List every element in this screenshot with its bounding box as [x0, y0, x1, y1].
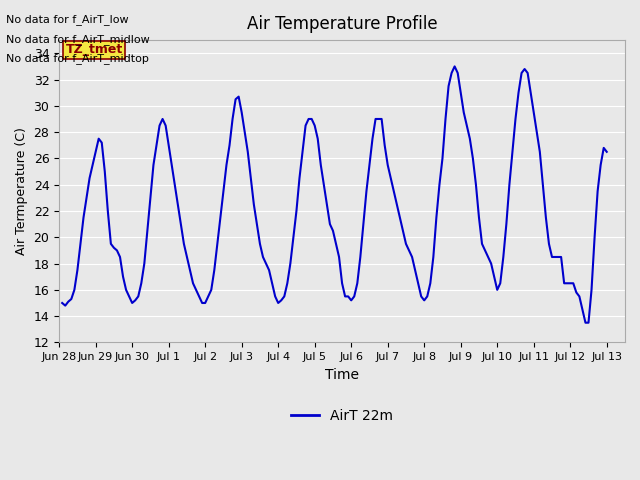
Text: No data for f_AirT_midlow: No data for f_AirT_midlow [6, 34, 150, 45]
Text: TZ_tmet: TZ_tmet [66, 43, 123, 56]
Legend: AirT 22m: AirT 22m [285, 404, 399, 429]
Text: No data for f_AirT_midtop: No data for f_AirT_midtop [6, 53, 149, 64]
Title: Air Temperature Profile: Air Temperature Profile [247, 15, 437, 33]
X-axis label: Time: Time [325, 368, 359, 382]
Y-axis label: Air Termperature (C): Air Termperature (C) [15, 127, 28, 255]
Text: No data for f_AirT_low: No data for f_AirT_low [6, 14, 129, 25]
